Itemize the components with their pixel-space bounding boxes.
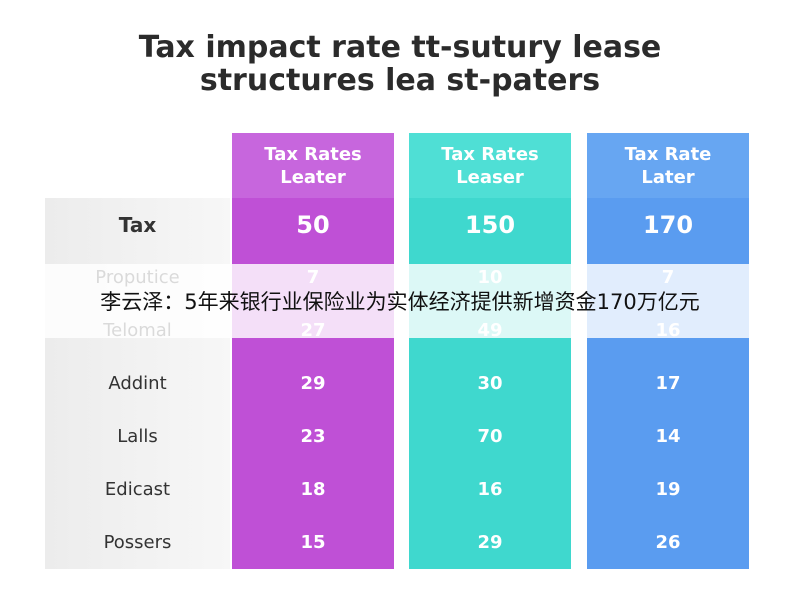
column-header: Tax Rates Leater: [232, 133, 394, 198]
row-label: Edicast: [104, 479, 171, 500]
table-cell: 14: [655, 426, 681, 447]
label-column: [45, 198, 230, 569]
caption-overlay: 李云泽：5年来银行业保险业为实体经济提供新增资金170万亿元: [0, 264, 800, 338]
table-cell: 17: [655, 373, 681, 394]
row-label: Addint: [108, 373, 167, 394]
table-cell: 30: [477, 373, 503, 394]
table-cell: 16: [477, 479, 503, 500]
column-body: [232, 198, 394, 569]
table-cell: 15: [300, 532, 326, 553]
column-header: Tax Rate Later: [587, 133, 749, 198]
table-cell: 29: [300, 373, 326, 394]
title-line: structures lea st-paters: [199, 63, 601, 98]
column-body: [409, 198, 571, 569]
table-cell: 19: [655, 479, 681, 500]
column-body: [587, 198, 749, 569]
table-cell: 29: [477, 532, 503, 553]
table-cell: 23: [300, 426, 326, 447]
table-cell: 150: [464, 210, 516, 239]
row-label: Lalls: [117, 426, 158, 447]
table-cell: 18: [300, 479, 326, 500]
table-cell: 26: [655, 532, 681, 553]
column-header: Tax Rates Leaser: [409, 133, 571, 198]
table-cell: 70: [477, 426, 503, 447]
row-label: Tax: [118, 212, 157, 237]
table-cell: 170: [642, 210, 694, 239]
row-label: Possers: [103, 532, 172, 553]
table-cell: 50: [296, 210, 330, 239]
title-line: Tax impact rate tt-sutury lease: [138, 30, 662, 65]
